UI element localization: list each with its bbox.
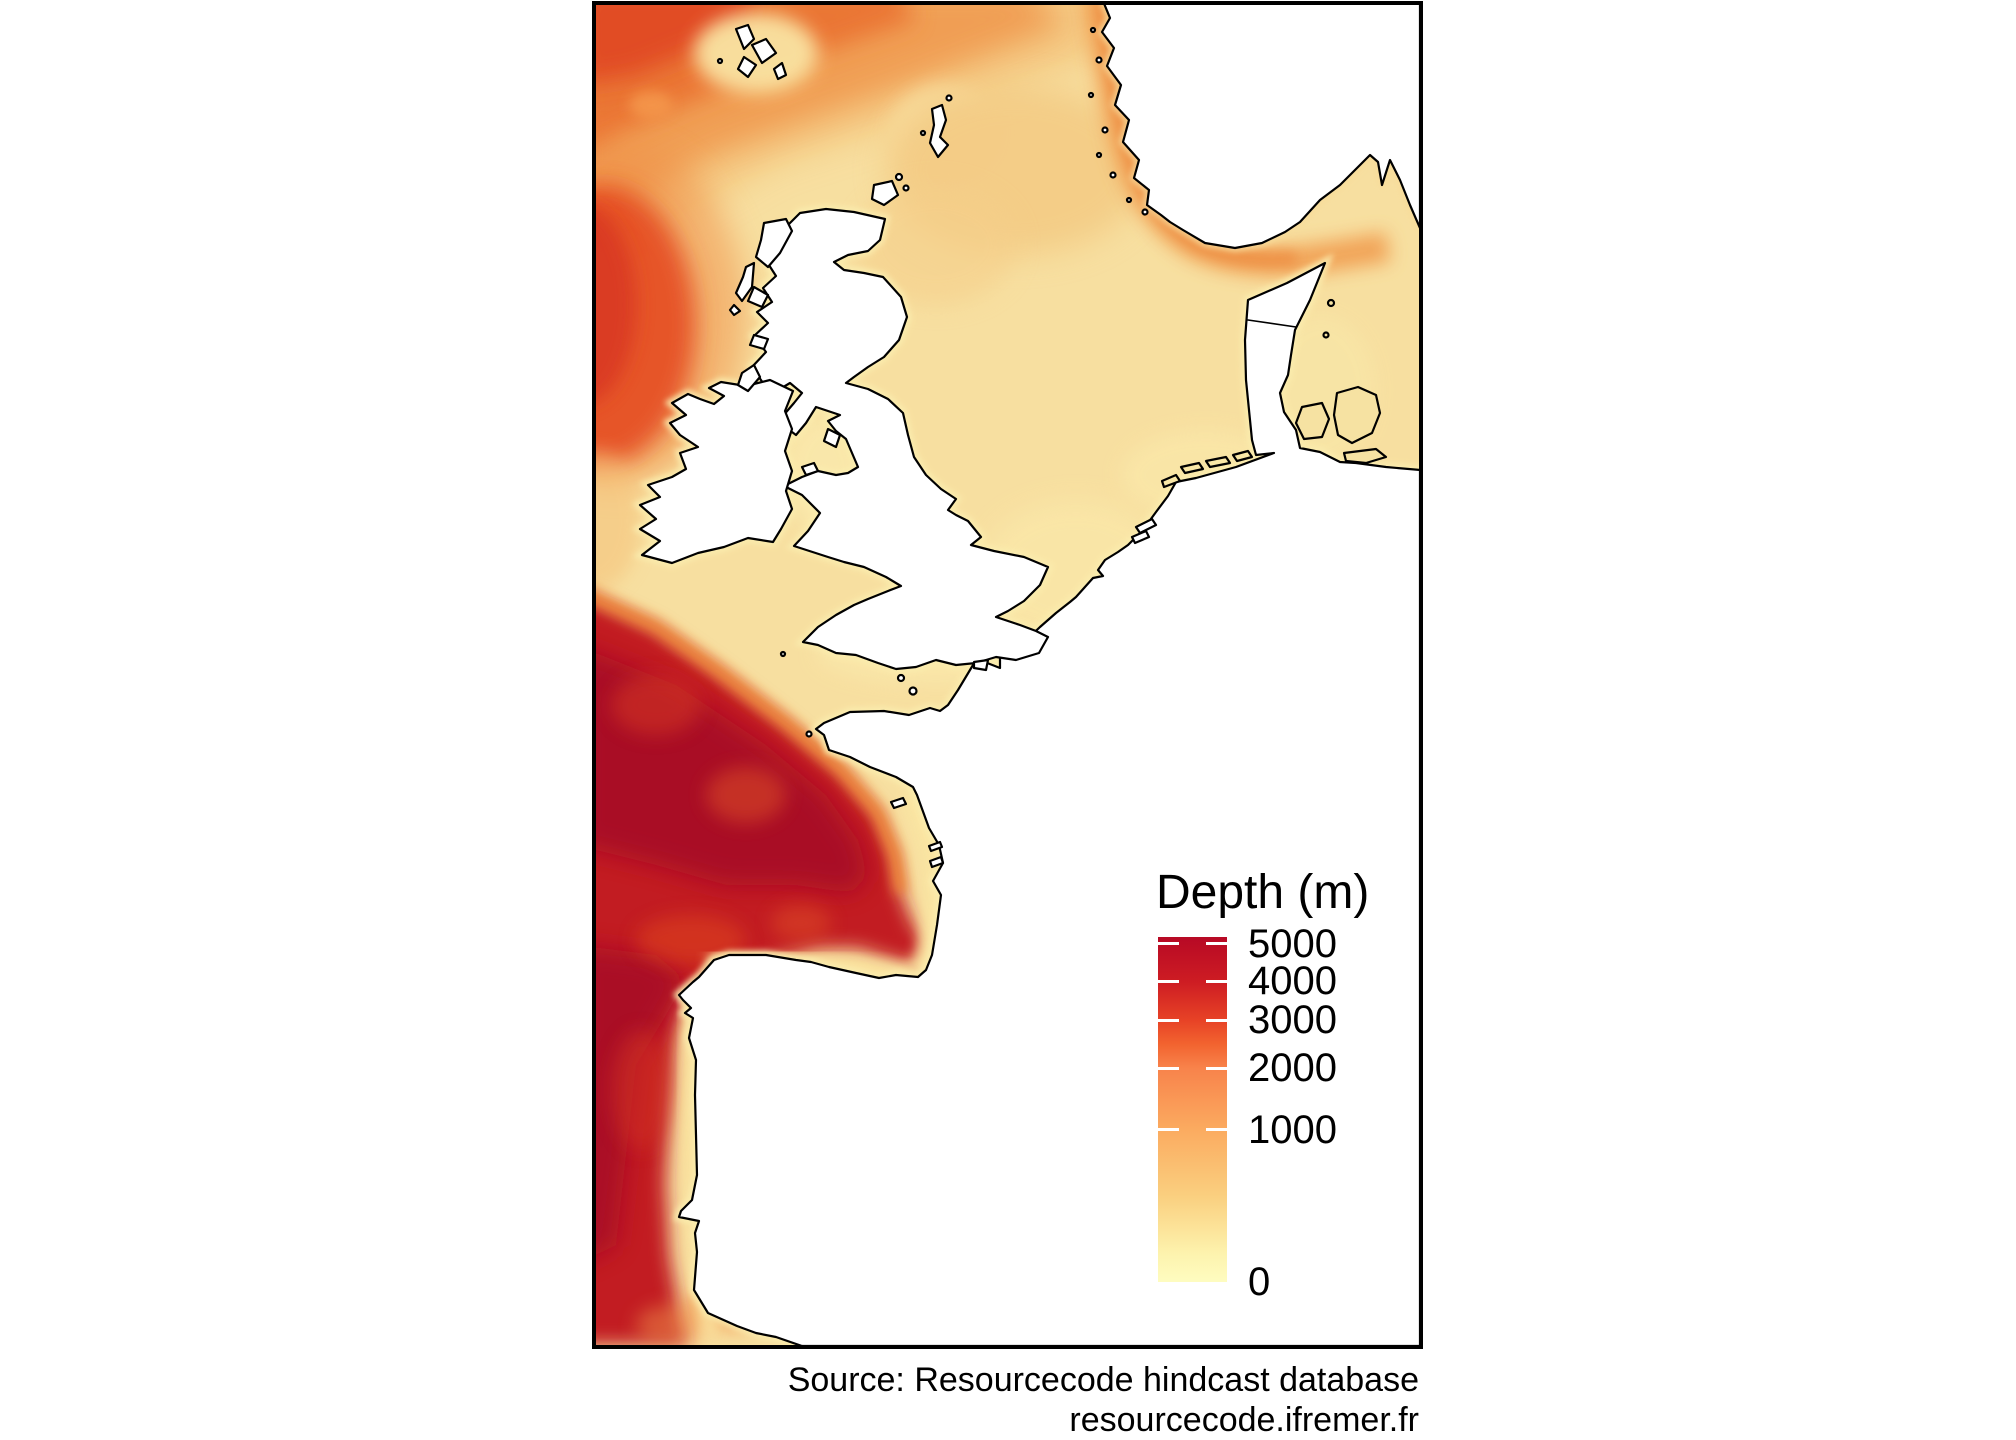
norway-skerry	[1125, 196, 1133, 204]
norway-skerry	[1089, 26, 1097, 34]
anholt-island	[1322, 331, 1330, 339]
orkney-islet	[902, 184, 910, 192]
shetland-islet	[919, 129, 927, 137]
isle-of-wight	[972, 658, 990, 672]
frisian-island	[1204, 455, 1232, 469]
shetland-islands	[928, 103, 950, 159]
norway-skerry	[1095, 151, 1103, 159]
caption-line-1: Source: Resourcecode hindcast database	[787, 1361, 1419, 1399]
caption-line-2: resourcecode.ifremer.fr	[1069, 1401, 1419, 1439]
sea-patch	[611, 675, 701, 735]
zeeland-island	[1134, 517, 1158, 535]
faroe-island	[734, 23, 756, 51]
orkney-islet	[894, 172, 904, 182]
limfjord	[1247, 319, 1297, 328]
norway-skerry	[1141, 208, 1149, 216]
mull-island	[748, 333, 770, 351]
guernsey-island	[896, 673, 906, 683]
faroe-island	[736, 55, 758, 79]
north-sea-tint-2	[856, 185, 1016, 305]
porcupine-tint	[596, 450, 641, 590]
re-island	[927, 840, 944, 853]
uist-islands	[734, 261, 756, 303]
wadden-island	[1160, 473, 1182, 489]
zealand-island	[1332, 385, 1382, 445]
zeeland-island	[1130, 529, 1151, 545]
sea-patch	[771, 905, 831, 941]
source-caption: Source: Resourcecode hindcast database r…	[596, 1360, 1419, 1440]
belle-ile-island	[889, 796, 908, 810]
lewis-harris-island	[754, 217, 794, 269]
funen-island	[1294, 401, 1331, 441]
faroe-island	[772, 61, 788, 81]
shetland-islet	[945, 94, 953, 102]
atlantic-deep-corner	[596, 5, 752, 82]
norway-skerry	[1101, 126, 1109, 134]
anglesey-island	[800, 461, 820, 477]
ushant-island	[805, 730, 813, 738]
faroe-islet	[716, 57, 724, 65]
shelf-break-fringe	[596, 592, 907, 894]
islay-jura-islands	[736, 363, 762, 393]
sea-patch	[611, 1030, 671, 1150]
frisian-island	[1231, 449, 1254, 463]
faroe-island	[750, 37, 778, 65]
frisian-island	[1179, 461, 1205, 475]
norway-skerry	[1095, 56, 1103, 64]
scilly-isles	[779, 650, 787, 658]
sea-patch	[636, 1305, 706, 1345]
norway-skerry	[1109, 171, 1117, 179]
barra-island	[728, 303, 742, 317]
jersey-island	[908, 686, 918, 696]
bathymetry-map	[596, 5, 1419, 1345]
laeso-island	[1326, 298, 1336, 308]
norway-skerry	[1087, 91, 1095, 99]
isle-of-man	[822, 427, 842, 449]
map-panel: Depth (m) 5000 4000 3000 2000 1000 0	[592, 1, 1423, 1349]
rockall-trough-core	[596, 208, 636, 402]
oleron-island	[928, 855, 945, 869]
sea-patch	[706, 767, 786, 823]
orkney-islands	[870, 179, 900, 207]
sea-patch	[636, 915, 746, 965]
iberia-abyssal-core	[596, 947, 686, 1255]
skye-island	[746, 285, 770, 309]
sea-patch	[629, 91, 673, 119]
lolland-island	[1342, 447, 1388, 465]
